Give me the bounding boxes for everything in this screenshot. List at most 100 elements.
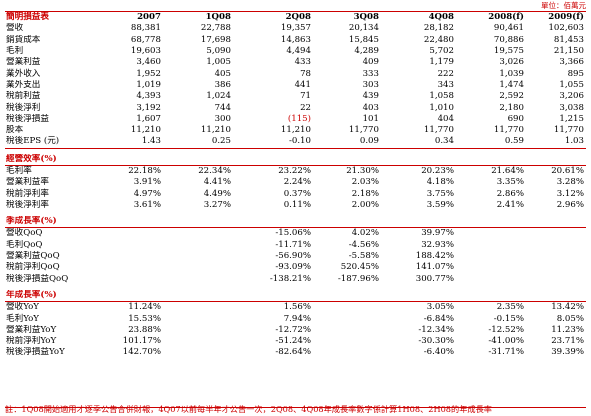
table-row: 稅後淨損益YoY 142.70% -82.64% -6.40% -31.71% 39.39… bbox=[5, 347, 586, 358]
table-row: 稅前淨利QoQ -93.09% 520.45% 141.07% bbox=[5, 262, 586, 273]
table-cell: 1,215 bbox=[559, 113, 584, 124]
table-cell bbox=[163, 325, 233, 336]
table-cell: -56.90% bbox=[275, 251, 311, 262]
table-cell: -138.21% bbox=[269, 273, 311, 284]
table-cell: 3,460 bbox=[136, 57, 161, 68]
table-cell: 70,886 bbox=[493, 34, 524, 45]
table-cell: 433 bbox=[294, 57, 311, 68]
table-cell: 11,770 bbox=[553, 125, 584, 136]
table-cell: 4.18% bbox=[426, 177, 454, 188]
table-cell: 2.96% bbox=[556, 199, 584, 210]
table-cell: 2.03% bbox=[351, 177, 379, 188]
table-cell bbox=[93, 228, 163, 240]
table-cell: -12.52% bbox=[488, 324, 524, 335]
table-cell: 441 bbox=[294, 79, 311, 90]
table-cell bbox=[456, 228, 526, 240]
column-header: 2009(f) bbox=[548, 12, 584, 23]
table-cell bbox=[93, 240, 163, 251]
table-cell: 21,150 bbox=[553, 46, 584, 57]
column-header: 2007 bbox=[137, 12, 161, 23]
row-label: 營業利益率 bbox=[6, 177, 49, 188]
row-label: 營業利益QoQ bbox=[6, 251, 60, 262]
table-cell: -6.84% bbox=[423, 313, 454, 324]
table-row: 稅後淨利率 3.61% 3.27% 0.11% 2.00% 3.59% 2.41% 2.96% bbox=[5, 200, 586, 211]
table-cell: 2.35% bbox=[496, 302, 524, 313]
table-cell: 1,952 bbox=[136, 68, 161, 79]
table-row: 營業利益 3,460 1,005 433 409 1,179 3,026 3,366 bbox=[5, 57, 586, 68]
table-cell: 102,603 bbox=[548, 23, 584, 34]
table-cell: -11.71% bbox=[275, 239, 311, 250]
table-cell: 19,603 bbox=[130, 46, 161, 57]
table-cell: 88,381 bbox=[130, 23, 161, 34]
table-cell bbox=[163, 240, 233, 251]
row-label: 毛利QoQ bbox=[6, 239, 43, 250]
table-cell: 1,005 bbox=[206, 57, 231, 68]
table-cell: 303 bbox=[362, 79, 379, 90]
column-header: 3Q08 bbox=[353, 12, 379, 23]
table-cell: 17,698 bbox=[200, 34, 231, 45]
table-cell: 11,210 bbox=[200, 125, 231, 136]
financial-table: 簡明損益表 2007 1Q08 2Q08 3Q08 4Q08 2008(f) 2009(f) 營… bbox=[5, 12, 586, 359]
table-cell: 4.41% bbox=[203, 177, 231, 188]
row-label: 營收YoY bbox=[6, 302, 39, 313]
table-cell: 1,179 bbox=[429, 57, 454, 68]
row-label: 稅前利益 bbox=[6, 91, 41, 102]
section-title: 年成長率(%) bbox=[5, 289, 93, 303]
table-cell: (115) bbox=[287, 113, 311, 124]
table-cell: -5.58% bbox=[348, 251, 379, 262]
section-title-filler bbox=[93, 289, 586, 303]
row-label: 稅後淨利率 bbox=[6, 199, 49, 210]
table-cell: -15.06% bbox=[275, 228, 311, 239]
table-cell bbox=[313, 347, 381, 358]
table-cell: 5,702 bbox=[429, 46, 454, 57]
row-label: 營業利益YoY bbox=[6, 324, 57, 335]
table-cell: 0.11% bbox=[283, 199, 311, 210]
table-cell: 3.27% bbox=[203, 199, 231, 210]
table-cell bbox=[163, 251, 233, 262]
table-cell: 8.05% bbox=[556, 313, 584, 324]
table-cell: 14,863 bbox=[280, 34, 311, 45]
table-cell: 11,210 bbox=[130, 125, 161, 136]
table-cell: 3.28% bbox=[556, 177, 584, 188]
table-cell: 141.07% bbox=[415, 262, 454, 273]
table-cell: 1.43 bbox=[93, 136, 163, 149]
table-cell: 11,210 bbox=[280, 125, 311, 136]
table-cell: -31.71% bbox=[488, 347, 524, 358]
table-cell: 71 bbox=[300, 91, 311, 102]
table-cell: 2,592 bbox=[499, 91, 524, 102]
table-cell bbox=[526, 251, 586, 262]
table-cell: 4.49% bbox=[203, 188, 231, 199]
row-label: 銷貨成本 bbox=[6, 34, 41, 45]
row-label: 毛利率 bbox=[6, 166, 32, 176]
financial-table-container: 簡明損益表 2007 1Q08 2Q08 3Q08 4Q08 2008(f) 2009(f) 營… bbox=[5, 11, 586, 408]
table-title: 簡明損益表 bbox=[6, 12, 49, 23]
table-row: 營收 88,381 22,788 19,357 20,134 28,182 90,461 10… bbox=[5, 23, 586, 34]
table-cell: 0.09 bbox=[313, 136, 381, 149]
table-cell: 4.02% bbox=[351, 228, 379, 239]
table-cell bbox=[93, 274, 163, 285]
table-cell: -0.10 bbox=[233, 136, 313, 149]
table-cell: 188.42% bbox=[415, 251, 454, 262]
table-cell: 2.24% bbox=[283, 177, 311, 188]
table-cell: 4,494 bbox=[286, 46, 311, 57]
table-cell: 386 bbox=[214, 79, 231, 90]
section-title-row: 年成長率(%) bbox=[5, 289, 586, 303]
table-row: 稅後EPS (元) 1.43 0.25 -0.10 0.09 0.34 0.59 1.03 bbox=[5, 136, 586, 149]
table-cell: 1,474 bbox=[499, 79, 524, 90]
table-cell: 0.37% bbox=[283, 188, 311, 199]
row-label: 業外收入 bbox=[6, 68, 41, 79]
table-row: 稅前淨利率 4.97% 4.49% 0.37% 2.18% 3.75% 2.86% 3.12% bbox=[5, 188, 586, 199]
table-cell bbox=[526, 240, 586, 251]
table-cell: 3.05% bbox=[426, 302, 454, 313]
table-cell: 20.23% bbox=[421, 166, 454, 176]
table-cell: -30.30% bbox=[418, 336, 454, 347]
table-cell: 1,055 bbox=[559, 79, 584, 90]
table-cell: 2.41% bbox=[496, 199, 524, 210]
section-title: 經營效率(%) bbox=[5, 153, 93, 166]
table-cell bbox=[313, 313, 381, 324]
table-cell: 19,575 bbox=[493, 46, 524, 57]
table-cell: 520.45% bbox=[340, 262, 379, 273]
table-cell: -6.40% bbox=[423, 347, 454, 358]
table-cell: 3.91% bbox=[133, 177, 161, 188]
table-cell: -82.64% bbox=[275, 347, 311, 358]
